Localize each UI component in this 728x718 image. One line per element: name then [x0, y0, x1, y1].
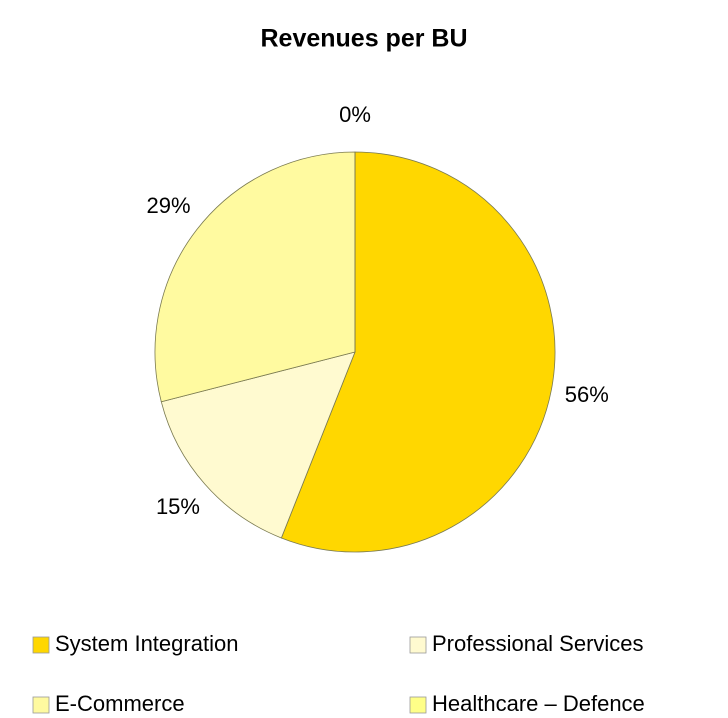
data-label: 0%: [339, 102, 371, 127]
legend-label: System Integration: [55, 631, 238, 656]
chart-title: Revenues per BU: [260, 25, 467, 53]
legend-label: Healthcare – Defence: [432, 691, 645, 716]
pie-slice: [154, 151, 356, 403]
pie-slice: [280, 151, 556, 553]
data-label: 56%: [565, 382, 609, 407]
legend-label: Professional Services: [432, 631, 644, 656]
legend-swatch: [409, 636, 427, 654]
pie-slice: [160, 351, 356, 539]
legend-swatch: [409, 696, 427, 714]
legend-swatch: [32, 636, 50, 654]
data-label: 29%: [146, 193, 190, 218]
legend-swatch: [32, 696, 50, 714]
data-label: 15%: [156, 494, 200, 519]
legend-label: E-Commerce: [55, 691, 185, 716]
